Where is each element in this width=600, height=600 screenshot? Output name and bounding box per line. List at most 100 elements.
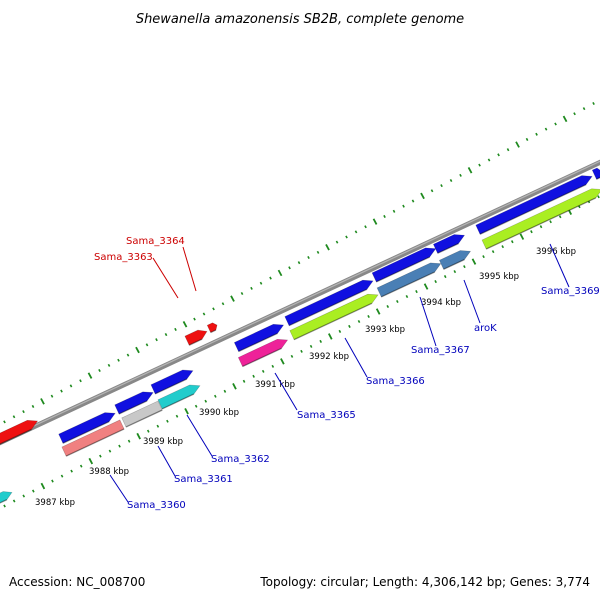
gene-label-sama-3369[interactable]: Sama_3369	[541, 286, 600, 297]
inner-tick	[386, 304, 390, 309]
label-leader-line	[182, 246, 197, 292]
outer-tick	[478, 163, 481, 167]
gene-label-sama-3360[interactable]: Sama_3360	[127, 500, 186, 511]
inner-tick	[60, 474, 64, 478]
gene-label-sama-3361[interactable]: Sama_3361	[174, 474, 233, 485]
outer-tick	[87, 372, 93, 379]
gene-arrow-blue-shade	[62, 421, 110, 444]
outer-tick	[155, 338, 158, 342]
inner-tick	[510, 240, 514, 244]
inner-tick	[338, 329, 342, 333]
outer-tick	[12, 415, 16, 419]
gene-label-sama-3365[interactable]: Sama_3365	[297, 410, 356, 421]
outer-tick	[31, 404, 35, 408]
inner-tick	[501, 245, 505, 249]
inner-tick	[348, 324, 351, 328]
outer-tick	[325, 244, 330, 251]
gene-arrow-blue	[58, 412, 116, 444]
gene-block-sama-3365-shade	[242, 347, 282, 368]
gene-arrow-blue	[284, 279, 374, 327]
gene-block-sama-3367	[376, 262, 442, 298]
outer-tick	[392, 209, 396, 213]
label-leader-line	[274, 372, 298, 411]
outer-tick	[174, 327, 177, 331]
outer-tick	[107, 363, 111, 367]
inner-tick	[357, 319, 361, 323]
label-leader-line	[344, 337, 368, 378]
inner-tick	[367, 314, 370, 319]
scale-label: 3995 kbp	[479, 272, 519, 282]
inner-tick	[99, 454, 102, 458]
gene-block-sama-3362	[157, 384, 201, 410]
outer-tick	[60, 389, 63, 393]
inner-tick	[539, 225, 543, 229]
outer-tick	[487, 158, 491, 162]
inner-tick	[40, 482, 46, 490]
scale-label: 3996 kbp	[536, 247, 576, 257]
inner-tick	[434, 280, 437, 284]
gene-arrow-blue-shade	[288, 288, 368, 327]
genome-backbone-highlight	[0, 160, 600, 443]
inner-tick	[242, 379, 246, 383]
inner-tick	[136, 432, 141, 440]
inner-tick	[309, 344, 313, 348]
gene-arrow-blue-shade	[376, 256, 431, 283]
outer-tick	[277, 269, 283, 277]
gene-arrow-blue-shade	[238, 332, 278, 353]
outer-tick-track	[3, 101, 595, 424]
outer-tick	[126, 353, 130, 357]
gene-arrow-blue-shade	[596, 176, 600, 180]
gene-arrow-blue-shade	[118, 400, 148, 415]
inner-tick	[108, 449, 112, 453]
gene-label-sama-3364[interactable]: Sama_3364	[126, 236, 185, 247]
gene-arrow-sama-3364	[206, 322, 218, 333]
gene-arrow-blue	[591, 167, 600, 180]
inner-tick	[519, 233, 525, 240]
gene-label-sama-3367[interactable]: Sama_3367	[411, 345, 470, 356]
outer-tick	[573, 112, 576, 116]
gene-label-arok[interactable]: aroK	[474, 323, 497, 334]
gene-block-sama-3366	[289, 293, 379, 341]
outer-tick	[307, 256, 310, 260]
outer-tick	[459, 173, 462, 177]
outer-tick	[449, 178, 453, 183]
inner-tick	[319, 339, 323, 343]
scale-label: 3992 kbp	[309, 352, 349, 362]
inner-tick	[194, 404, 198, 408]
gene-block-sama-3369-shade	[485, 197, 597, 250]
gene-arrow-blue	[371, 247, 437, 283]
inner-tick	[578, 205, 581, 209]
inner-tick	[396, 299, 399, 304]
inner-tick	[51, 479, 54, 483]
gene-block-sama-3369	[481, 188, 600, 250]
gene-block-sama-3362-shade	[161, 393, 195, 410]
outer-tick	[582, 107, 586, 111]
inner-tick	[32, 489, 35, 493]
inner-tick	[453, 270, 457, 274]
gene-label-sama-3366[interactable]: Sama_3366	[366, 376, 425, 387]
inner-tick	[491, 250, 495, 254]
inner-tick	[184, 407, 189, 415]
scale-labels: 3987 kbp 3988 kbp 3989 kbp 3990 kbp 3991 kbp…	[35, 247, 576, 508]
inner-tick	[300, 349, 303, 353]
outer-tick	[69, 384, 73, 388]
inner-tick	[3, 504, 6, 508]
outer-tick	[40, 398, 45, 405]
gene-arrow-blue-shade	[437, 242, 459, 254]
outer-tick	[335, 240, 339, 244]
accession-text: Accession: NC_008700	[9, 575, 145, 589]
inner-tick	[530, 230, 533, 234]
inner-tick	[415, 290, 418, 294]
scale-label: 3993 kbp	[365, 325, 405, 335]
gene-arrow-blue	[233, 323, 285, 352]
outer-tick	[506, 148, 510, 152]
genome-summary-text: Topology: circular; Length: 4,306,142 bp…	[259, 575, 590, 589]
inner-tick	[375, 308, 381, 315]
gene-label-sama-3363[interactable]: Sama_3363	[94, 252, 153, 263]
gene-block-sama-3360	[61, 419, 125, 457]
gene-label-sama-3362[interactable]: Sama_3362	[211, 454, 270, 465]
scale-label: 3991 kbp	[255, 380, 295, 390]
label-leader-line	[419, 296, 437, 347]
inner-tick	[328, 333, 333, 340]
scale-label: 3994 kbp	[421, 298, 461, 308]
